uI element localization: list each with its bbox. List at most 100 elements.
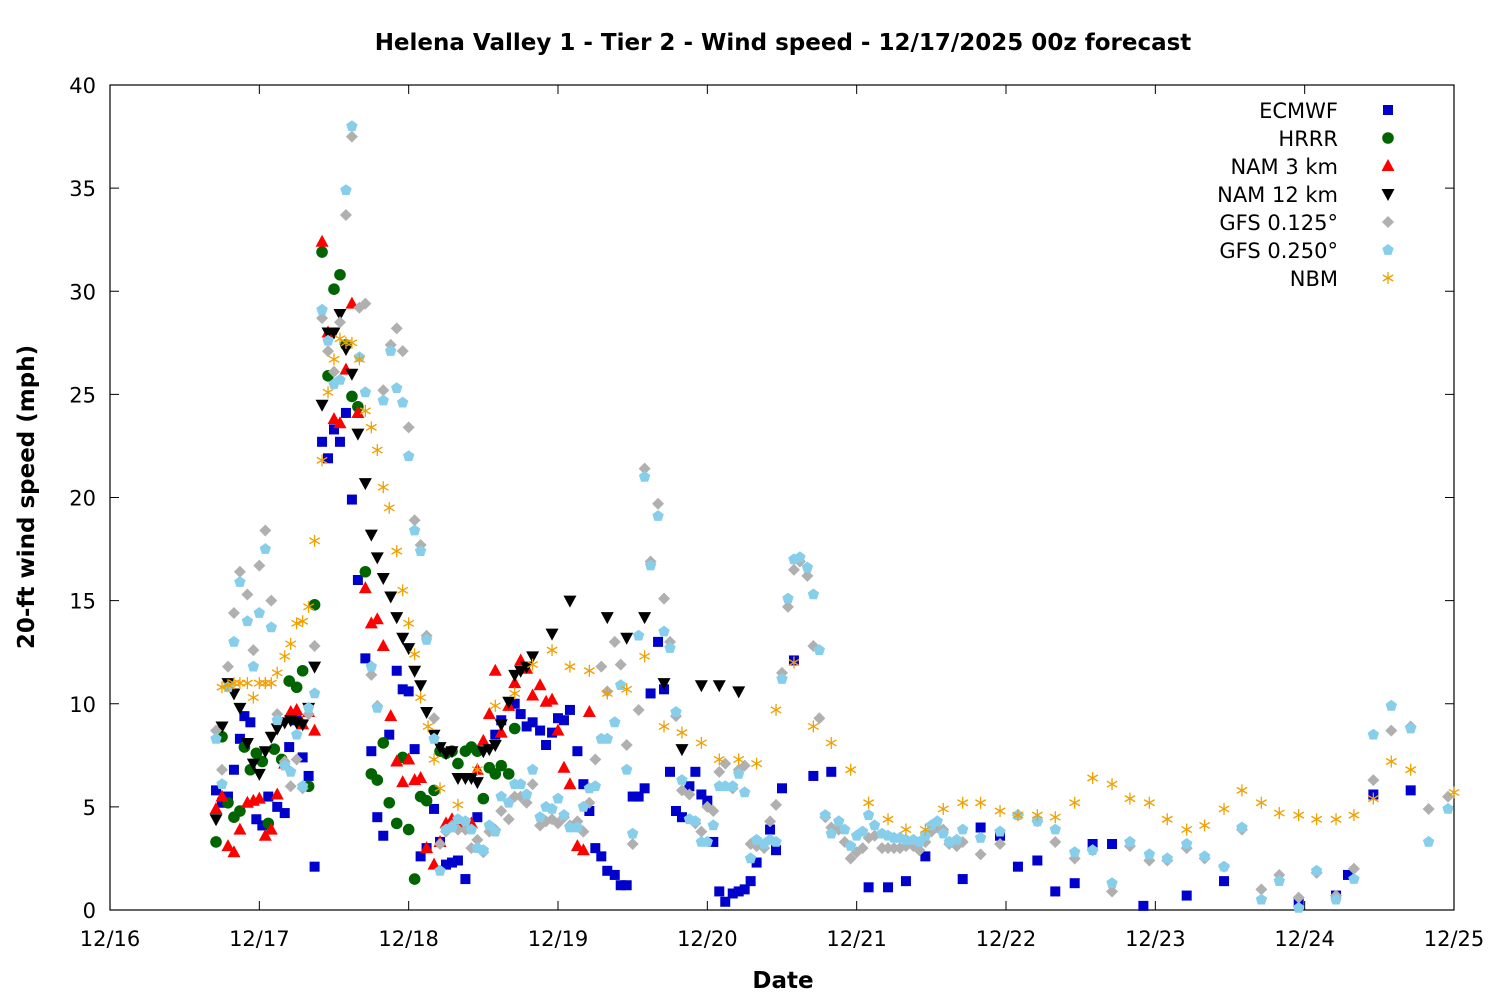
point-nbm [788, 656, 800, 669]
point-ecmwf [1012, 861, 1023, 872]
point-nam-12-km [246, 758, 260, 771]
point-nbm-stroke [222, 681, 234, 689]
point-nam-3-km [252, 791, 266, 804]
point-nam-3-km [396, 775, 410, 788]
point-gfs-0-250 [839, 823, 851, 835]
point-gfs-0-125 [552, 817, 564, 830]
point-nbm-stroke [297, 617, 309, 625]
point-gfs-0-125 [359, 297, 372, 310]
x-tick-label: 12/19 [528, 927, 589, 951]
point-ecmwf [472, 812, 483, 823]
point-hrrr [390, 817, 403, 830]
y-tick-label: 30 [69, 280, 96, 304]
point-gfs-0-250 [546, 802, 558, 814]
point-gfs-0-250 [316, 303, 328, 315]
point-ecmwf [352, 575, 363, 585]
point-nam-3-km [582, 705, 596, 717]
point-gfs-0-250 [434, 864, 446, 876]
point-ecmwf [272, 801, 283, 812]
point-gfs-0-250 [632, 629, 645, 641]
point-gfs-0-250 [719, 780, 731, 792]
point-nam-12-km [308, 661, 322, 674]
point-ecmwf [1050, 886, 1061, 897]
point-gfs-0-250 [1442, 802, 1454, 814]
point-ecmwf [751, 857, 762, 868]
point-ecmwf [279, 808, 290, 819]
point-ecmwf [263, 791, 274, 802]
point-gfs-0-125 [1347, 862, 1360, 875]
legend-marker [1382, 244, 1394, 255]
point-nam-12-km [508, 669, 522, 682]
point-gfs-0-125 [974, 848, 987, 861]
point-hrrr [371, 774, 384, 786]
point-nbm [316, 454, 328, 467]
legend-marker [1382, 132, 1394, 144]
point-nbm-stroke [471, 766, 483, 774]
point-ecmwf [441, 859, 451, 870]
point-nam-12-km [433, 742, 447, 755]
point-ecmwf [346, 494, 357, 505]
point-hrrr [359, 565, 372, 578]
point-ecmwf [397, 684, 408, 695]
point-nbm-stroke [216, 683, 228, 691]
point-nbm-stroke [1143, 799, 1155, 807]
point-gfs-0-250 [571, 821, 584, 833]
point-nbm-stroke [1255, 799, 1267, 807]
point-gfs-0-125 [1385, 724, 1398, 737]
point-nbm [601, 687, 613, 700]
point-nbm [265, 677, 277, 690]
point-ecmwf [239, 711, 250, 722]
point-nam-12-km [494, 719, 508, 732]
point-gfs-0-250 [428, 732, 440, 744]
point-gfs-0-125 [402, 421, 415, 434]
point-nam-12-km [339, 344, 353, 356]
point-nam-3-km [533, 678, 547, 691]
point-ecmwf [228, 764, 239, 775]
point-nam-12-km [545, 628, 559, 641]
point-ecmwf [391, 665, 402, 676]
point-gfs-0-125 [1422, 802, 1435, 815]
point-nbm-stroke [583, 667, 595, 675]
point-nam-12-km [675, 744, 689, 757]
point-nam-12-km [264, 731, 278, 744]
point-nam-12-km [638, 612, 652, 625]
point-gfs-0-250 [707, 819, 719, 831]
point-nbm [297, 615, 309, 628]
point-gfs-0-125 [377, 384, 390, 397]
point-ecmwf [527, 717, 538, 728]
point-ecmwf [714, 886, 725, 897]
point-nbm [359, 404, 371, 417]
x-tick-label: 12/16 [80, 927, 141, 951]
point-nbm [1069, 796, 1081, 809]
point-nam-3-km [488, 663, 502, 676]
point-nam-3-km [351, 405, 365, 418]
point-ecmwf [372, 812, 383, 823]
point-ecmwf [670, 806, 681, 816]
point-nam-12-km [370, 552, 384, 565]
point-nam-3-km [526, 688, 540, 701]
point-gfs-0-125 [520, 796, 533, 809]
point-nbm-stroke [383, 504, 395, 512]
point-nbm-stroke [937, 805, 949, 813]
point-nbm [937, 802, 949, 815]
point-gfs-0-250 [1049, 823, 1061, 835]
point-nam-12-km [240, 737, 254, 750]
point-nbm-stroke [489, 702, 501, 710]
point-ecmwf [403, 686, 414, 697]
series-hrrr [210, 246, 521, 885]
point-nbm-stroke [1273, 809, 1285, 817]
point-gfs-0-250 [234, 576, 246, 587]
point-nbm [365, 421, 377, 434]
point-gfs-0-250 [420, 633, 433, 645]
point-nbm [583, 664, 595, 677]
point-nbm [259, 677, 271, 690]
point-nbm [309, 534, 321, 547]
point-nbm [1448, 786, 1460, 799]
point-nbm [322, 386, 334, 399]
point-nbm-stroke [957, 799, 969, 807]
point-gfs-0-250 [825, 827, 837, 839]
point-gfs-0-250 [296, 780, 309, 792]
point-nbm-stroke [309, 537, 321, 545]
point-nam-12-km [315, 399, 329, 412]
